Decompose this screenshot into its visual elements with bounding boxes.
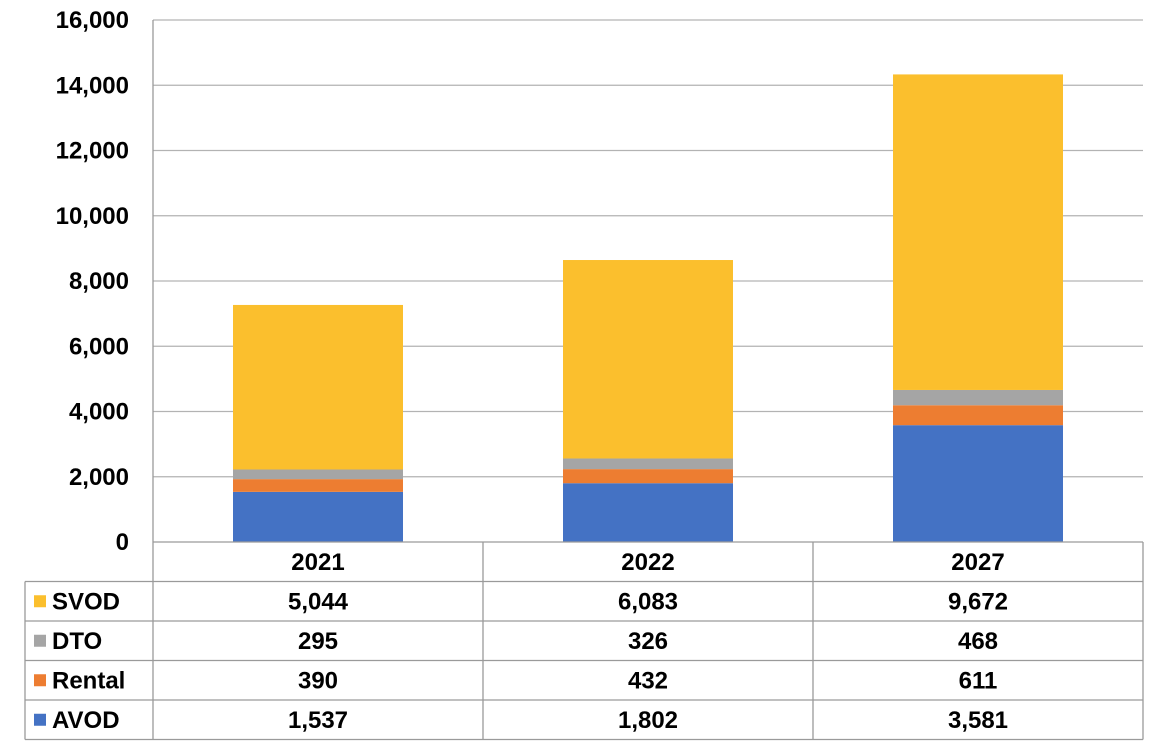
y-tick-label: 0: [116, 529, 129, 556]
y-tick-label: 8,000: [69, 268, 129, 295]
legend-label-avod: AVOD: [52, 707, 120, 734]
bar-segment-svod-2021: [233, 304, 403, 470]
y-axis-tick-labels: 0 2,000 4,000 6,000 8,000 10,000 12,000 14,000 1…: [56, 7, 129, 556]
bar-segment-dto-2027: [893, 389, 1063, 406]
data-label-svod: 6,083: [618, 588, 678, 615]
y-tick-label: 6,000: [69, 333, 129, 360]
data-table: 2021 2022 2027 SVOD 5,044 6,083 9,672 DTO 295 326…: [24, 541, 1144, 741]
bars: [233, 74, 1063, 542]
bar-segment-svod-2022: [563, 260, 733, 459]
x-category-label: 2027: [951, 549, 1004, 576]
legend-label-dto: DTO: [52, 628, 102, 655]
legend-label-svod: SVOD: [52, 588, 120, 615]
y-tick-label: 10,000: [56, 203, 129, 230]
legend-key-rental: [34, 674, 46, 687]
bar-segment-dto-2021: [233, 469, 403, 480]
bar-segment-rental-2021: [233, 479, 403, 492]
data-label-rental: 432: [628, 667, 668, 694]
legend-key-svod: [34, 595, 46, 608]
bar-segment-avod-2021: [233, 491, 403, 542]
bar-segment-svod-2027: [893, 74, 1063, 390]
y-tick-label: 12,000: [56, 138, 129, 165]
data-label-dto: 326: [628, 628, 668, 655]
legend-key-dto: [34, 634, 46, 647]
bar-segment-rental-2027: [893, 405, 1063, 426]
x-category-label: 2022: [621, 549, 674, 576]
data-label-rental: 390: [298, 667, 338, 694]
bar-segment-rental-2022: [563, 469, 733, 484]
data-label-dto: 468: [958, 628, 998, 655]
bar-segment-dto-2022: [563, 458, 733, 470]
legend-label-rental: Rental: [52, 667, 125, 694]
data-label-dto: 295: [298, 628, 338, 655]
y-tick-label: 2,000: [69, 464, 129, 491]
bar-segment-avod-2027: [893, 425, 1063, 542]
bar-segment-avod-2022: [563, 483, 733, 542]
x-category-label: 2021: [291, 549, 344, 576]
data-label-rental: 611: [959, 667, 998, 694]
data-label-avod: 1,802: [618, 707, 678, 734]
data-label-avod: 1,537: [288, 707, 348, 734]
data-label-avod: 3,581: [948, 707, 1008, 734]
y-tick-label: 14,000: [56, 72, 129, 99]
data-label-svod: 5,044: [288, 588, 349, 615]
data-label-svod: 9,672: [948, 588, 1008, 615]
y-tick-label: 4,000: [69, 399, 129, 426]
y-tick-label: 16,000: [56, 7, 129, 34]
legend-key-avod: [34, 713, 46, 726]
